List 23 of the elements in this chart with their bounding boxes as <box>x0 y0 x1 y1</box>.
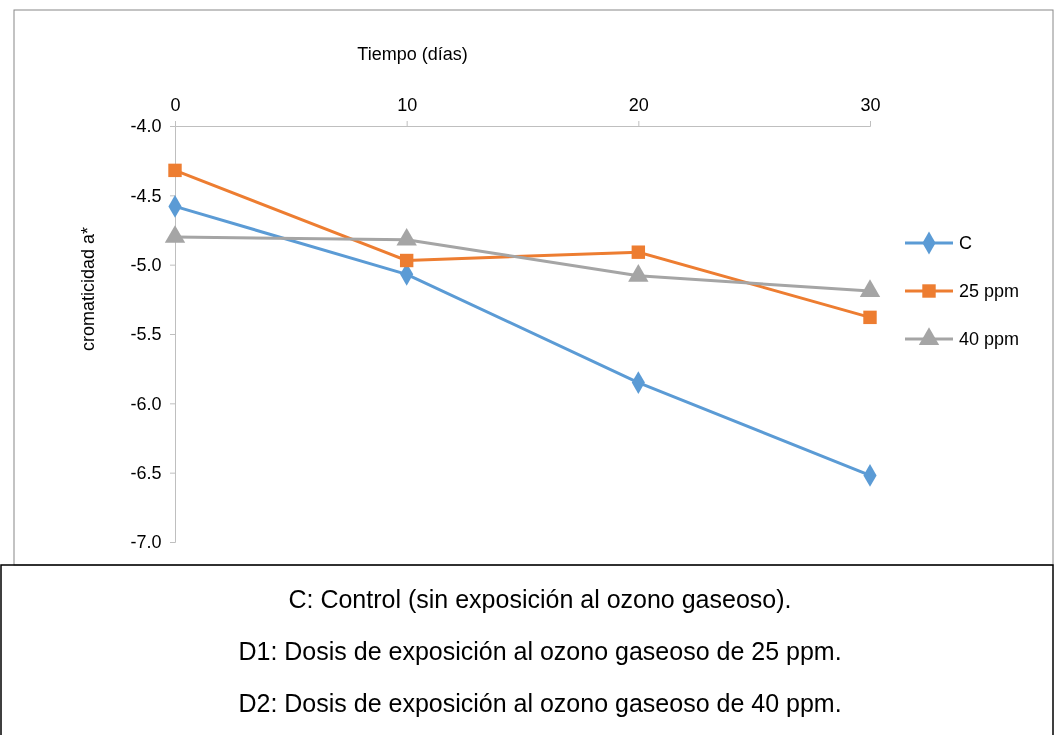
y-tick-label: -5.0 <box>130 254 162 275</box>
y-tick-label: -4.0 <box>130 116 162 137</box>
y-tick-label: -7.0 <box>130 532 162 553</box>
point <box>631 245 646 259</box>
text: D1: Dosis de exposición al ozono gaseoso de 25 ppm. <box>238 637 842 665</box>
legend-label: 25 ppm <box>959 281 1020 301</box>
y-tick-label: -6.5 <box>130 462 162 483</box>
point <box>168 163 182 178</box>
point <box>863 310 877 325</box>
y-tick-label: -6.0 <box>130 393 162 414</box>
point <box>399 253 414 268</box>
y-tick-label: -5.5 <box>130 324 162 345</box>
x-tick-label: 0 <box>170 94 181 115</box>
text: D2: Dosis de exposición al ozono gaseoso de 40 ppm. <box>238 689 842 717</box>
x-tick-label: 30 <box>860 94 881 115</box>
x-axis-title: Tiempo (días) <box>357 44 468 64</box>
x-tick-label: 10 <box>397 94 418 115</box>
y-axis-title: cromaticidad a* <box>78 226 98 352</box>
legend-label: 40 ppm <box>959 329 1020 349</box>
text: C: Control (sin exposición al ozono gaseoso). <box>288 585 792 613</box>
y-tick-label: -4.5 <box>130 185 162 206</box>
x-tick-label: 20 <box>628 94 649 115</box>
legend-label: C <box>959 233 972 253</box>
